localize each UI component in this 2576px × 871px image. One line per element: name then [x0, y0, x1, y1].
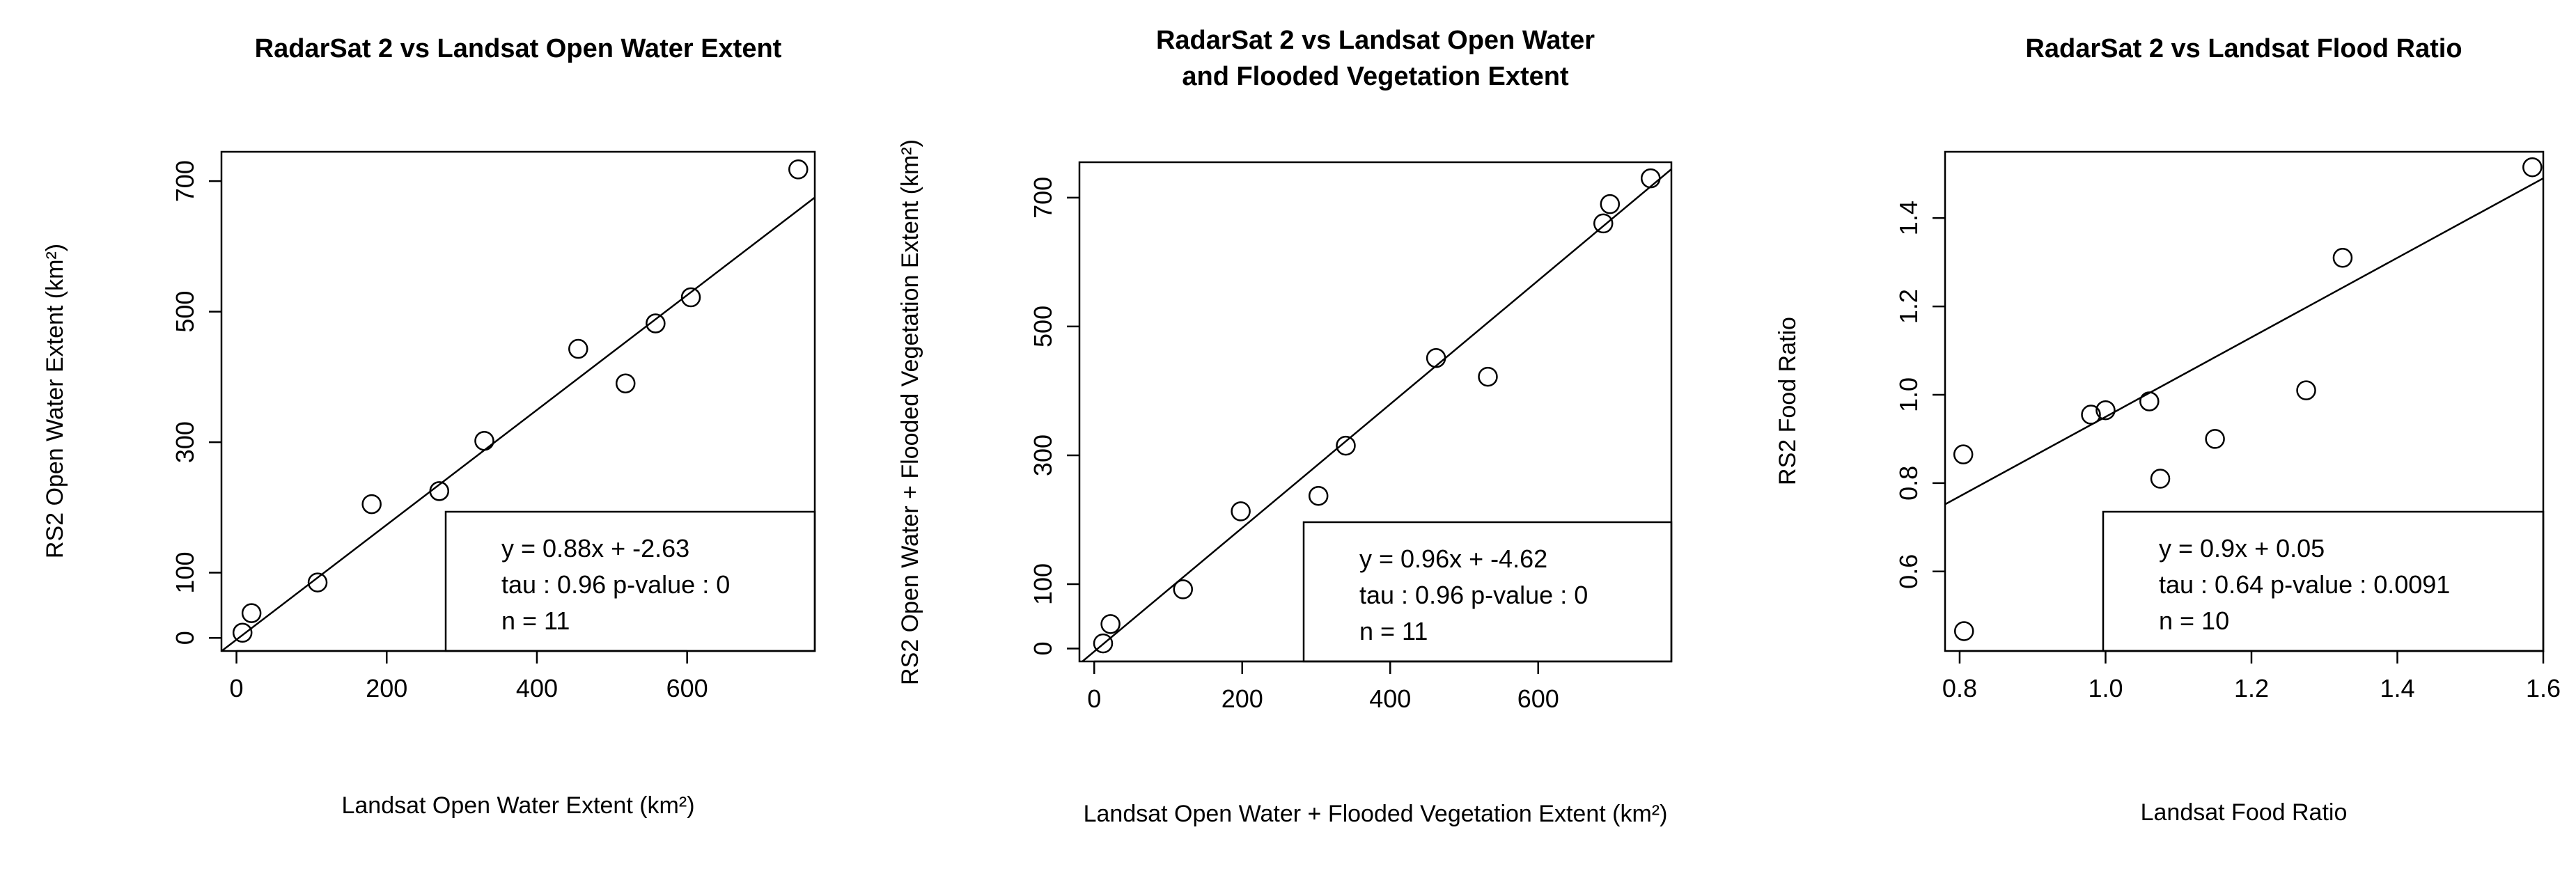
data-point: [474, 430, 494, 451]
data-point: [1100, 614, 1121, 634]
data-point: [1308, 485, 1329, 506]
y-tick-label: 1.4: [1894, 201, 1923, 235]
data-point: [568, 338, 588, 359]
data-point: [2095, 400, 2116, 421]
x-tick-label: 1.0: [2088, 674, 2123, 703]
data-point: [1093, 633, 1114, 654]
x-tick-label: 400: [516, 674, 558, 703]
stats-line: n = 10: [2159, 606, 2229, 635]
data-point: [2332, 248, 2353, 268]
data-point: [1593, 213, 1614, 234]
data-point: [2522, 157, 2543, 178]
x-tick-label: 1.4: [2380, 674, 2414, 703]
y-tick-label: 1.2: [1894, 289, 1923, 324]
data-point: [1336, 435, 1356, 456]
chart-1: RadarSat 2 vs Landsat Open Water Extent y…: [42, 34, 816, 819]
x-tick-label: 200: [1221, 684, 1263, 713]
data-point: [1478, 366, 1498, 387]
x-tick-label: 200: [366, 674, 407, 703]
x-tick-label: 0.8: [1942, 674, 1977, 703]
regression-line: [221, 196, 815, 651]
y-axis-title: RS2 Food Ratio: [1774, 317, 1801, 485]
y-tick-label: 1.0: [1894, 377, 1923, 412]
data-point: [2205, 429, 2225, 449]
x-tick-label: 600: [1517, 684, 1559, 713]
stats-line: tau : 0.96 p-value : 0: [501, 570, 730, 599]
data-point: [1231, 501, 1251, 521]
regression-line: [1945, 177, 2543, 505]
data-point: [615, 373, 636, 393]
chart-title: RadarSat 2 vs Landsat Open Water: [1156, 26, 1595, 55]
data-point: [1173, 579, 1193, 599]
data-point: [1953, 444, 1974, 464]
y-tick-label: 0.8: [1894, 466, 1923, 501]
data-point: [646, 313, 666, 334]
y-tick-label: 300: [171, 421, 199, 463]
chart-title: RadarSat 2 vs Landsat Flood Ratio: [2025, 34, 2462, 63]
data-point: [680, 287, 701, 308]
x-tick-label: 600: [666, 674, 708, 703]
data-point: [1953, 621, 1974, 641]
y-axis-title: RS2 Open Water + Flooded Vegetation Exte…: [897, 139, 923, 685]
data-point: [788, 159, 809, 180]
chart-title: and Flooded Vegetation Extent: [1182, 62, 1569, 91]
stats-line: y = 0.88x + -2.63: [501, 534, 689, 563]
y-tick-label: 700: [1029, 177, 1057, 219]
y-tick-label: 100: [1029, 563, 1057, 605]
data-point: [232, 622, 253, 643]
data-point: [2139, 391, 2160, 411]
data-point: [2081, 405, 2101, 425]
stats-line: tau : 0.64 p-value : 0.0091: [2159, 570, 2450, 599]
stats-line: tau : 0.96 p-value : 0: [1359, 581, 1588, 609]
stats-box: [1302, 521, 1673, 663]
chart-3: RadarSat 2 vs Landsat Flood Ratio y = 0.9…: [1774, 34, 2561, 826]
x-axis-title: Landsat Food Ratio: [2141, 799, 2348, 826]
y-tick-label: 300: [1029, 434, 1057, 476]
x-axis-title: Landsat Open Water + Flooded Vegetation …: [1084, 801, 1668, 827]
chart-2: RadarSat 2 vs Landsat Open Water and Floo…: [897, 26, 1673, 827]
y-tick-label: 500: [1029, 306, 1057, 347]
data-point: [241, 603, 262, 623]
data-point: [1426, 347, 1446, 368]
chart-title: RadarSat 2 vs Landsat Open Water Extent: [255, 34, 782, 63]
y-tick-label: 700: [171, 160, 199, 202]
y-tick-label: 100: [171, 551, 199, 593]
x-tick-label: 1.6: [2526, 674, 2561, 703]
x-tick-label: 0: [1087, 684, 1101, 713]
y-tick-label: 0: [171, 631, 199, 645]
x-tick-label: 1.2: [2234, 674, 2269, 703]
data-point: [1641, 168, 1661, 189]
y-tick-label: 0: [1029, 641, 1057, 655]
data-point: [2296, 380, 2316, 400]
y-tick-label: 500: [171, 291, 199, 333]
stats-line: y = 0.96x + -4.62: [1359, 544, 1547, 573]
stats-line: n = 11: [501, 606, 570, 635]
y-axis-title: RS2 Open Water Extent (km²): [42, 244, 68, 558]
y-tick-label: 0.6: [1894, 554, 1923, 589]
data-point: [361, 494, 382, 515]
stats-line: y = 0.9x + 0.05: [2159, 534, 2325, 563]
data-point: [1600, 194, 1621, 214]
x-axis-title: Landsat Open Water Extent (km²): [341, 792, 694, 819]
data-point: [307, 572, 328, 593]
stats-line: n = 11: [1359, 617, 1428, 645]
data-point: [2150, 469, 2171, 489]
x-tick-label: 400: [1369, 684, 1411, 713]
data-point: [429, 481, 450, 501]
x-tick-label: 0: [230, 674, 244, 703]
